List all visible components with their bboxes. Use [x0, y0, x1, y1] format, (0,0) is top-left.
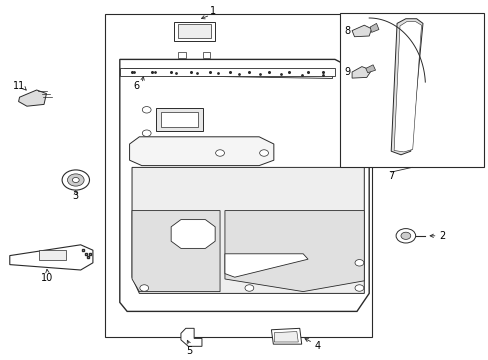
- Polygon shape: [369, 23, 378, 32]
- Text: 2: 2: [439, 231, 445, 241]
- Polygon shape: [393, 22, 421, 152]
- Circle shape: [142, 130, 151, 136]
- Bar: [161, 112, 198, 127]
- Polygon shape: [365, 65, 375, 73]
- Polygon shape: [351, 25, 371, 37]
- Text: 11: 11: [13, 81, 26, 91]
- Circle shape: [354, 260, 363, 266]
- Polygon shape: [132, 211, 220, 292]
- Polygon shape: [224, 211, 364, 292]
- Text: 7: 7: [387, 171, 393, 181]
- Polygon shape: [390, 19, 422, 155]
- Circle shape: [244, 285, 253, 291]
- Polygon shape: [271, 328, 301, 344]
- Bar: [339, 13, 483, 167]
- Polygon shape: [124, 68, 332, 78]
- Text: 10: 10: [41, 273, 54, 283]
- Circle shape: [215, 150, 224, 156]
- Polygon shape: [10, 245, 93, 270]
- Circle shape: [354, 285, 363, 291]
- Text: 4: 4: [314, 341, 320, 351]
- Circle shape: [354, 123, 363, 129]
- Text: 8: 8: [344, 26, 349, 36]
- Bar: [177, 24, 211, 38]
- Polygon shape: [171, 220, 215, 248]
- Circle shape: [142, 107, 151, 113]
- Text: 9: 9: [344, 67, 349, 77]
- Circle shape: [395, 229, 415, 243]
- Polygon shape: [181, 328, 202, 346]
- Circle shape: [354, 150, 363, 156]
- Text: 3: 3: [73, 191, 79, 201]
- Circle shape: [259, 150, 268, 156]
- Circle shape: [67, 174, 84, 186]
- Circle shape: [62, 170, 89, 190]
- Text: 6: 6: [133, 81, 139, 91]
- Bar: [173, 22, 215, 41]
- Bar: [156, 108, 203, 131]
- Bar: [39, 250, 66, 260]
- Circle shape: [400, 232, 410, 239]
- Polygon shape: [129, 137, 273, 166]
- Polygon shape: [132, 167, 364, 293]
- Polygon shape: [274, 332, 298, 342]
- Text: 1: 1: [209, 6, 215, 16]
- Polygon shape: [224, 254, 307, 277]
- Circle shape: [140, 285, 148, 291]
- Polygon shape: [120, 59, 368, 311]
- Bar: [203, 52, 210, 58]
- Polygon shape: [19, 90, 46, 106]
- Polygon shape: [351, 67, 371, 78]
- Text: 5: 5: [186, 346, 192, 356]
- Bar: [105, 14, 371, 337]
- Circle shape: [72, 177, 79, 183]
- Bar: [178, 52, 185, 58]
- Bar: [120, 68, 334, 76]
